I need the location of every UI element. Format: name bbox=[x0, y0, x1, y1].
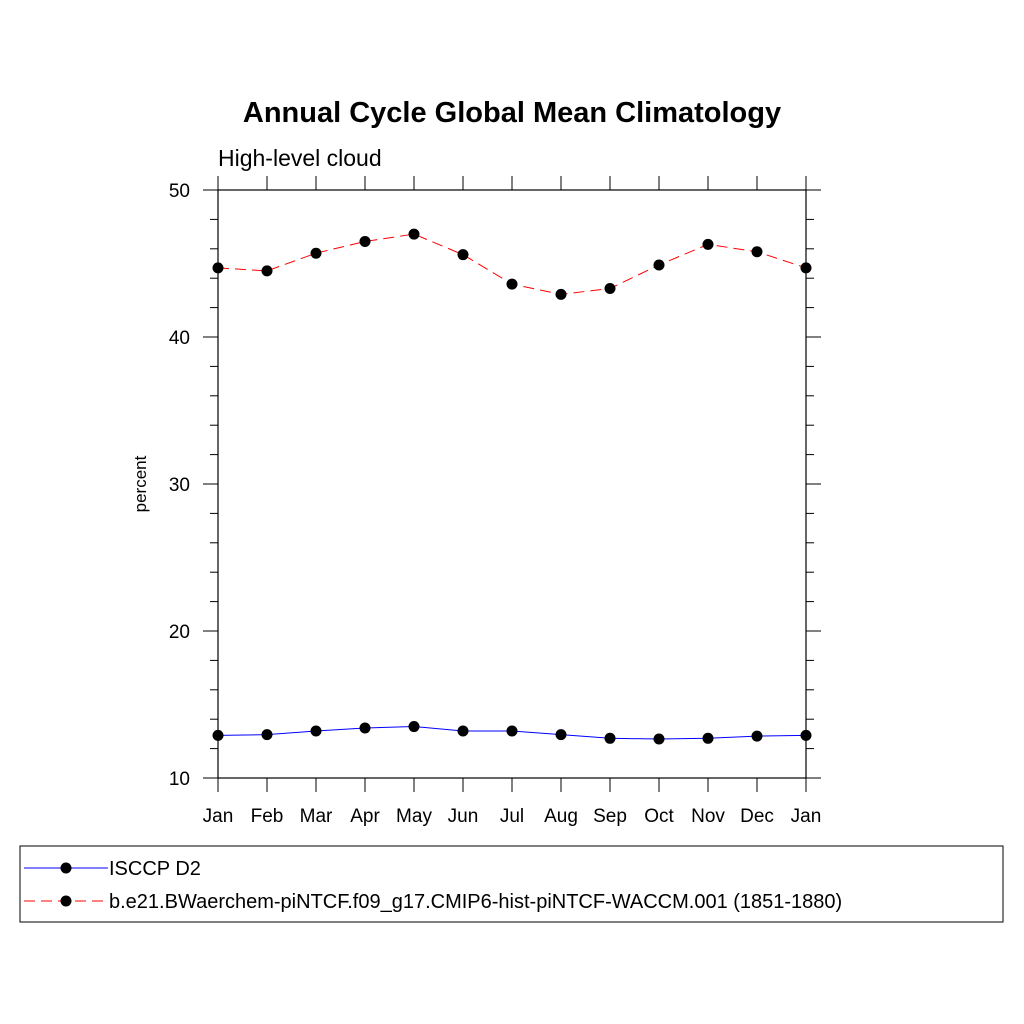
series-2-point bbox=[261, 265, 273, 277]
series-2-point bbox=[751, 246, 763, 258]
x-tick-label: Dec bbox=[740, 806, 774, 827]
series-1-point bbox=[212, 729, 224, 741]
legend: ISCCP D2 b.e21.BWaerchem-piNTCF.f09_g17.C… bbox=[24, 858, 842, 913]
y-tick-label: 20 bbox=[169, 622, 190, 643]
axes: 10 20 30 40 50 Jan Feb Mar Apr May Jun Jul Aug Sep Oct… bbox=[169, 176, 821, 827]
legend-box bbox=[19, 845, 1004, 923]
series-2-point bbox=[310, 247, 322, 259]
series-1-point bbox=[800, 729, 812, 741]
series-2-point bbox=[408, 228, 420, 240]
x-tick-label: Apr bbox=[350, 806, 380, 827]
x-tick-label: Oct bbox=[644, 806, 674, 827]
series-1-point bbox=[261, 729, 273, 741]
series-2-point bbox=[800, 262, 812, 274]
x-tick-label: Jan bbox=[791, 806, 822, 827]
x-tick-label: Aug bbox=[544, 806, 578, 827]
x-tick-label: Nov bbox=[691, 806, 725, 827]
series-2-point bbox=[702, 238, 714, 250]
series-1-point bbox=[408, 721, 420, 733]
series-2-point bbox=[506, 278, 518, 290]
series-1-point bbox=[457, 725, 469, 737]
y-tick-label: 50 bbox=[169, 181, 190, 202]
chart-title: Annual Cycle Global Mean Climatology bbox=[243, 97, 781, 129]
series-1-point bbox=[359, 722, 371, 734]
series-1-point bbox=[604, 732, 616, 744]
chart-subtitle: High-level cloud bbox=[218, 145, 382, 171]
series-2-point bbox=[555, 288, 567, 300]
y-axis-label: percent bbox=[131, 455, 150, 512]
legend-marker-2 bbox=[60, 895, 72, 907]
legend-marker-1 bbox=[60, 862, 72, 874]
x-tick-label: Jan bbox=[203, 806, 234, 827]
series-1-point bbox=[653, 733, 665, 745]
x-tick-label: May bbox=[396, 806, 432, 827]
series-1-point bbox=[506, 725, 518, 737]
series-1-point bbox=[702, 732, 714, 744]
y-tick-label: 40 bbox=[169, 328, 190, 349]
series-layer bbox=[212, 228, 812, 745]
series-2-point bbox=[212, 262, 224, 274]
x-tick-label: Jul bbox=[500, 806, 524, 827]
x-tick-label: Jun bbox=[448, 806, 479, 827]
y-tick-label: 30 bbox=[169, 475, 190, 496]
series-1-point bbox=[310, 725, 322, 737]
y-tick-label: 10 bbox=[169, 769, 190, 790]
series-2-point bbox=[604, 282, 616, 294]
plot-frame bbox=[217, 189, 807, 779]
legend-label-1: ISCCP D2 bbox=[109, 858, 201, 880]
x-tick-label: Mar bbox=[300, 806, 333, 827]
legend-label-2: b.e21.BWaerchem-piNTCF.f09_g17.CMIP6-his… bbox=[109, 891, 842, 913]
series-1-point bbox=[751, 730, 763, 742]
series-2-point bbox=[359, 235, 371, 247]
x-tick-label: Feb bbox=[251, 806, 284, 827]
series-1-point bbox=[555, 729, 567, 741]
series-2-point bbox=[653, 259, 665, 271]
x-tick-label: Sep bbox=[593, 806, 627, 827]
series-2-point bbox=[457, 249, 469, 261]
